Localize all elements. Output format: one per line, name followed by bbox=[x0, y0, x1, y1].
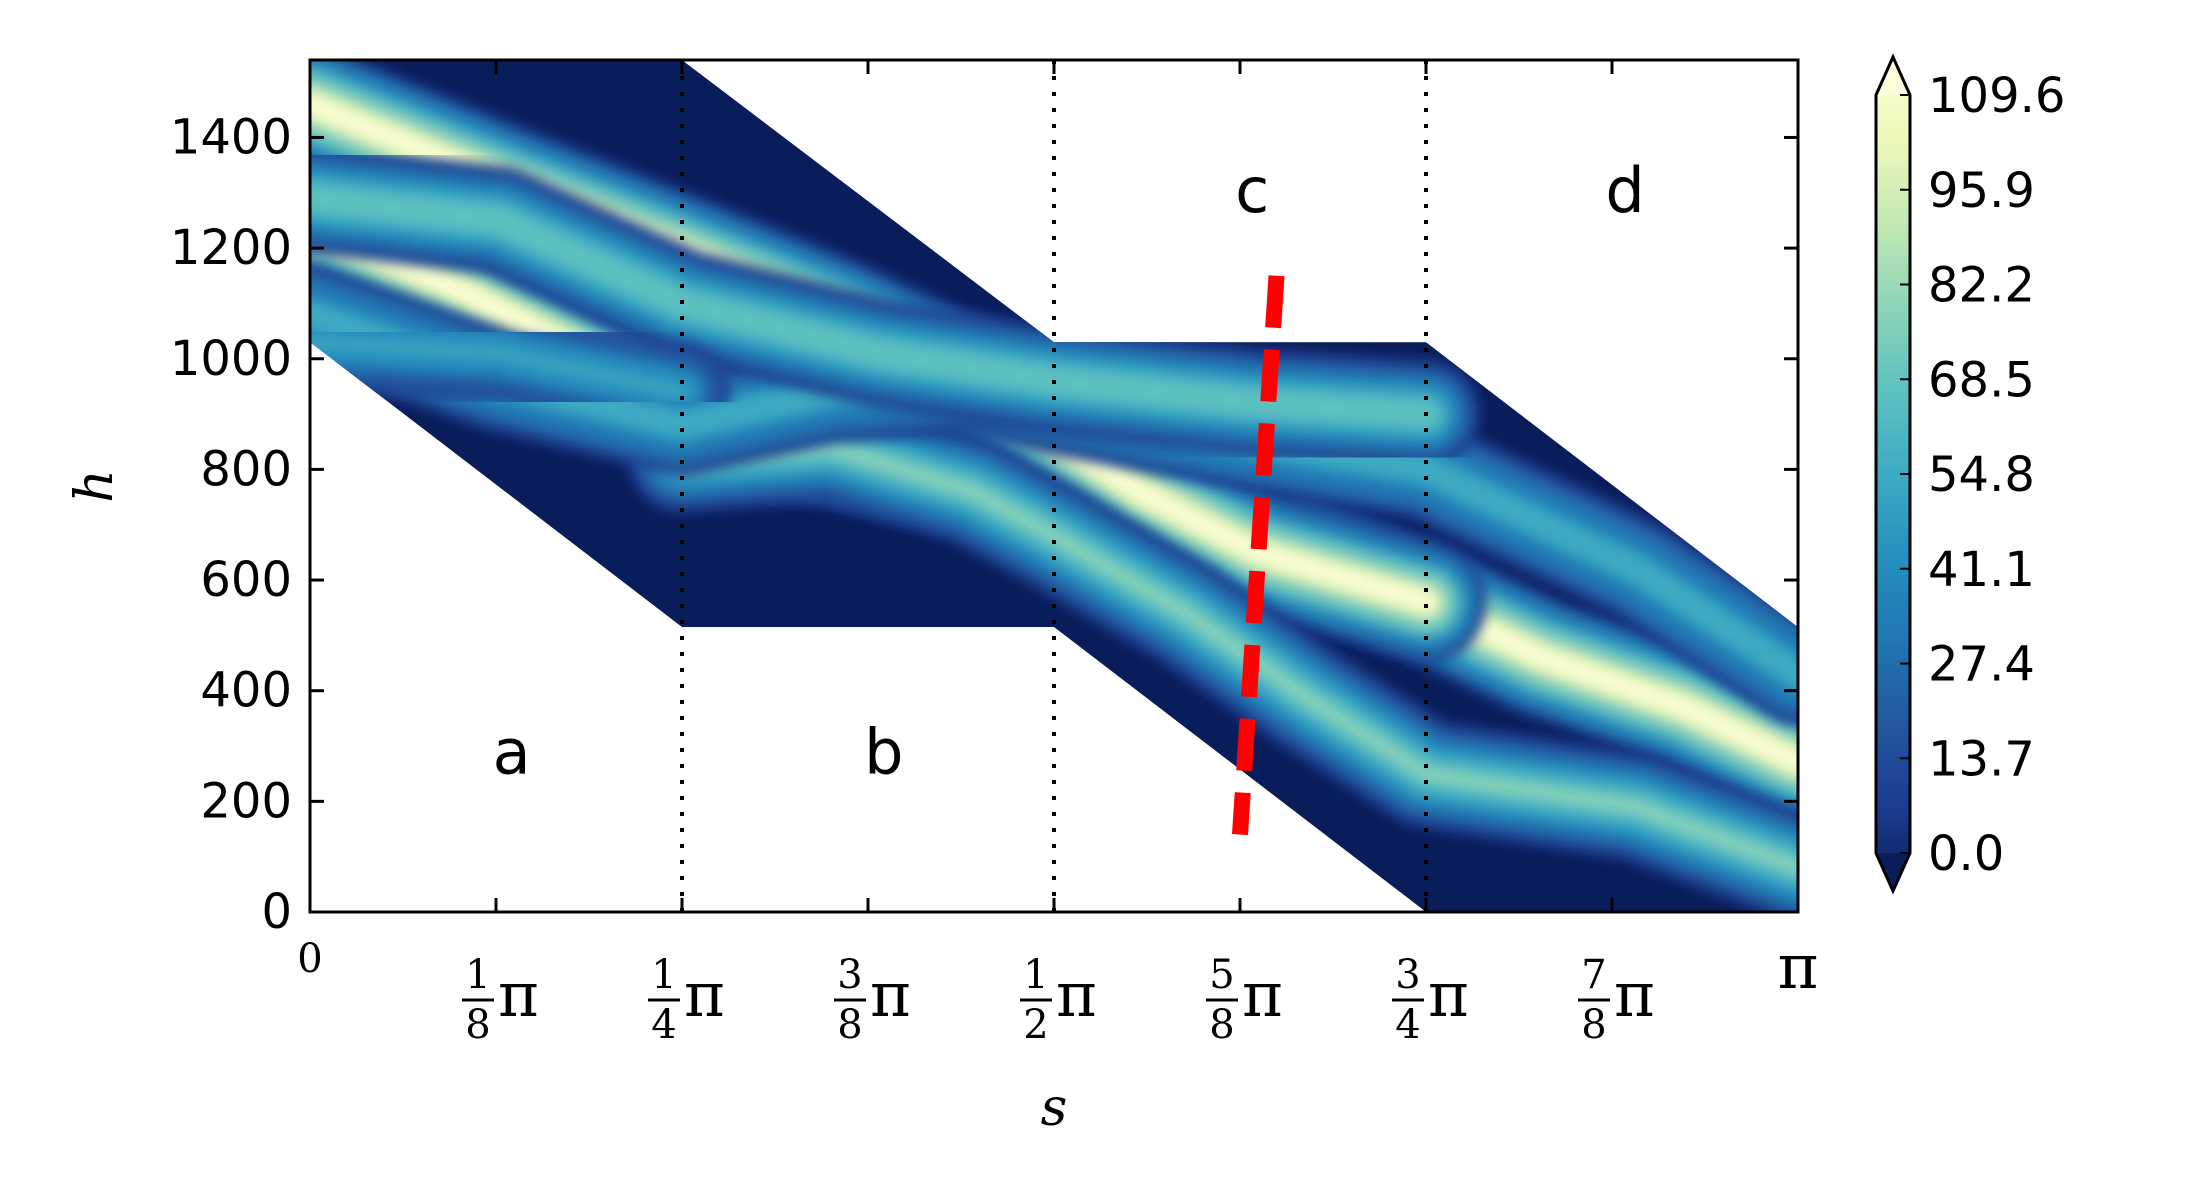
y-tick-label-600: 600 bbox=[200, 552, 292, 608]
ridge-5-band-6 bbox=[310, 337, 687, 397]
y-tick-label-200: 200 bbox=[200, 773, 292, 829]
x-axis-title: s bbox=[1041, 1078, 1068, 1138]
x-tick-label-6: 34 π bbox=[1392, 952, 1469, 1048]
x-tick-pi: π bbox=[870, 958, 911, 1031]
colorbar-tick-label-0: 0.0 bbox=[1928, 826, 2004, 882]
x-tick-pi: π bbox=[1242, 958, 1283, 1031]
region-labels: a b c d bbox=[493, 154, 1645, 789]
region-label-a: a bbox=[493, 716, 531, 789]
colorbar-tick-label-2: 27.4 bbox=[1928, 637, 2035, 693]
x-tick-numerator: 3 bbox=[837, 952, 862, 998]
y-tick-label-400: 400 bbox=[200, 663, 292, 719]
colorbar-tick-label-6: 82.2 bbox=[1928, 258, 2035, 314]
colorbar-min-extend bbox=[1878, 853, 1908, 889]
x-tick-label-2: 14 π bbox=[648, 952, 725, 1048]
x-tick-pi: π bbox=[1614, 958, 1655, 1031]
colorbar-tick-label-3: 41.1 bbox=[1928, 542, 2035, 598]
colorbar-tick-label-4: 54.8 bbox=[1928, 447, 2035, 503]
y-tick-label-1400: 1400 bbox=[170, 109, 292, 165]
x-tick-pi: π bbox=[684, 958, 725, 1031]
x-tick-denominator: 4 bbox=[651, 1002, 676, 1048]
y-tick-label-1000: 1000 bbox=[170, 331, 292, 387]
ridge-4 bbox=[310, 143, 1481, 469]
x-tick-numerator: 5 bbox=[1209, 952, 1234, 998]
ridge-5 bbox=[310, 294, 731, 440]
colorbar-tick-label-8: 109.6 bbox=[1928, 68, 2065, 124]
colorbar-tick-label-5: 68.5 bbox=[1928, 352, 2035, 408]
red-dashed-line bbox=[1232, 275, 1285, 836]
x-tick-pi: π bbox=[1056, 958, 1097, 1031]
ridge-4-band-6 bbox=[310, 193, 1432, 420]
x-tick-denominator: 8 bbox=[1209, 1002, 1234, 1048]
x-tick-numerator: 1 bbox=[1023, 952, 1048, 998]
x-tick-denominator: 8 bbox=[1581, 1002, 1606, 1048]
x-tick-denominator: 8 bbox=[837, 1002, 862, 1048]
region-label-c: c bbox=[1235, 154, 1269, 227]
colorbar-max-extend bbox=[1878, 59, 1908, 95]
x-tick-numerator: 1 bbox=[465, 952, 490, 998]
x-tick-text: 0 bbox=[297, 936, 322, 982]
x-tick-label-8: π bbox=[1778, 930, 1819, 1003]
heatmap-layer bbox=[310, 60, 1798, 912]
colorbar-tick-label-7: 95.9 bbox=[1928, 163, 2035, 219]
x-tick-label-0: 0 bbox=[297, 936, 322, 982]
x-axis-ticks: 0 18 π 14 π 38 π 12 π 58 π 34 π 78 π π bbox=[297, 60, 1818, 1048]
x-tick-numerator: 3 bbox=[1395, 952, 1420, 998]
y-tick-label-800: 800 bbox=[200, 441, 292, 497]
x-tick-pi: π bbox=[498, 958, 539, 1031]
x-tick-denominator: 2 bbox=[1023, 1002, 1048, 1048]
y-axis-ticks: 0 200 400 600 800 1000 1200 1400 bbox=[170, 109, 1798, 940]
y-tick-label-1200: 1200 bbox=[170, 220, 292, 276]
x-tick-denominator: 4 bbox=[1395, 1002, 1420, 1048]
x-tick-pi: π bbox=[1428, 958, 1469, 1031]
colorbar-tick-label-1: 13.7 bbox=[1928, 731, 2035, 787]
region-label-b: b bbox=[864, 716, 903, 789]
colorbar-body bbox=[1876, 57, 1910, 891]
ridges bbox=[310, 60, 1798, 912]
colorbar: 0.0 13.7 27.4 41.1 54.8 68.5 82.2 95.9 109.6 bbox=[1874, 53, 2065, 895]
y-tick-label-0: 0 bbox=[261, 884, 292, 940]
x-tick-label-3: 38 π bbox=[834, 952, 911, 1048]
x-tick-text: π bbox=[1778, 930, 1819, 1003]
region-label-d: d bbox=[1605, 154, 1644, 227]
y-axis-title: h bbox=[65, 469, 125, 503]
x-tick-label-4: 12 π bbox=[1020, 952, 1097, 1048]
x-tick-label-7: 78 π bbox=[1578, 952, 1655, 1048]
x-tick-denominator: 8 bbox=[465, 1002, 490, 1048]
x-tick-label-1: 18 π bbox=[462, 952, 539, 1048]
x-tick-numerator: 7 bbox=[1581, 952, 1606, 998]
colorbar-ticks: 0.0 13.7 27.4 41.1 54.8 68.5 82.2 95.9 109.6 bbox=[1900, 68, 2065, 882]
x-tick-label-5: 58 π bbox=[1206, 952, 1283, 1048]
x-tick-numerator: 1 bbox=[651, 952, 676, 998]
